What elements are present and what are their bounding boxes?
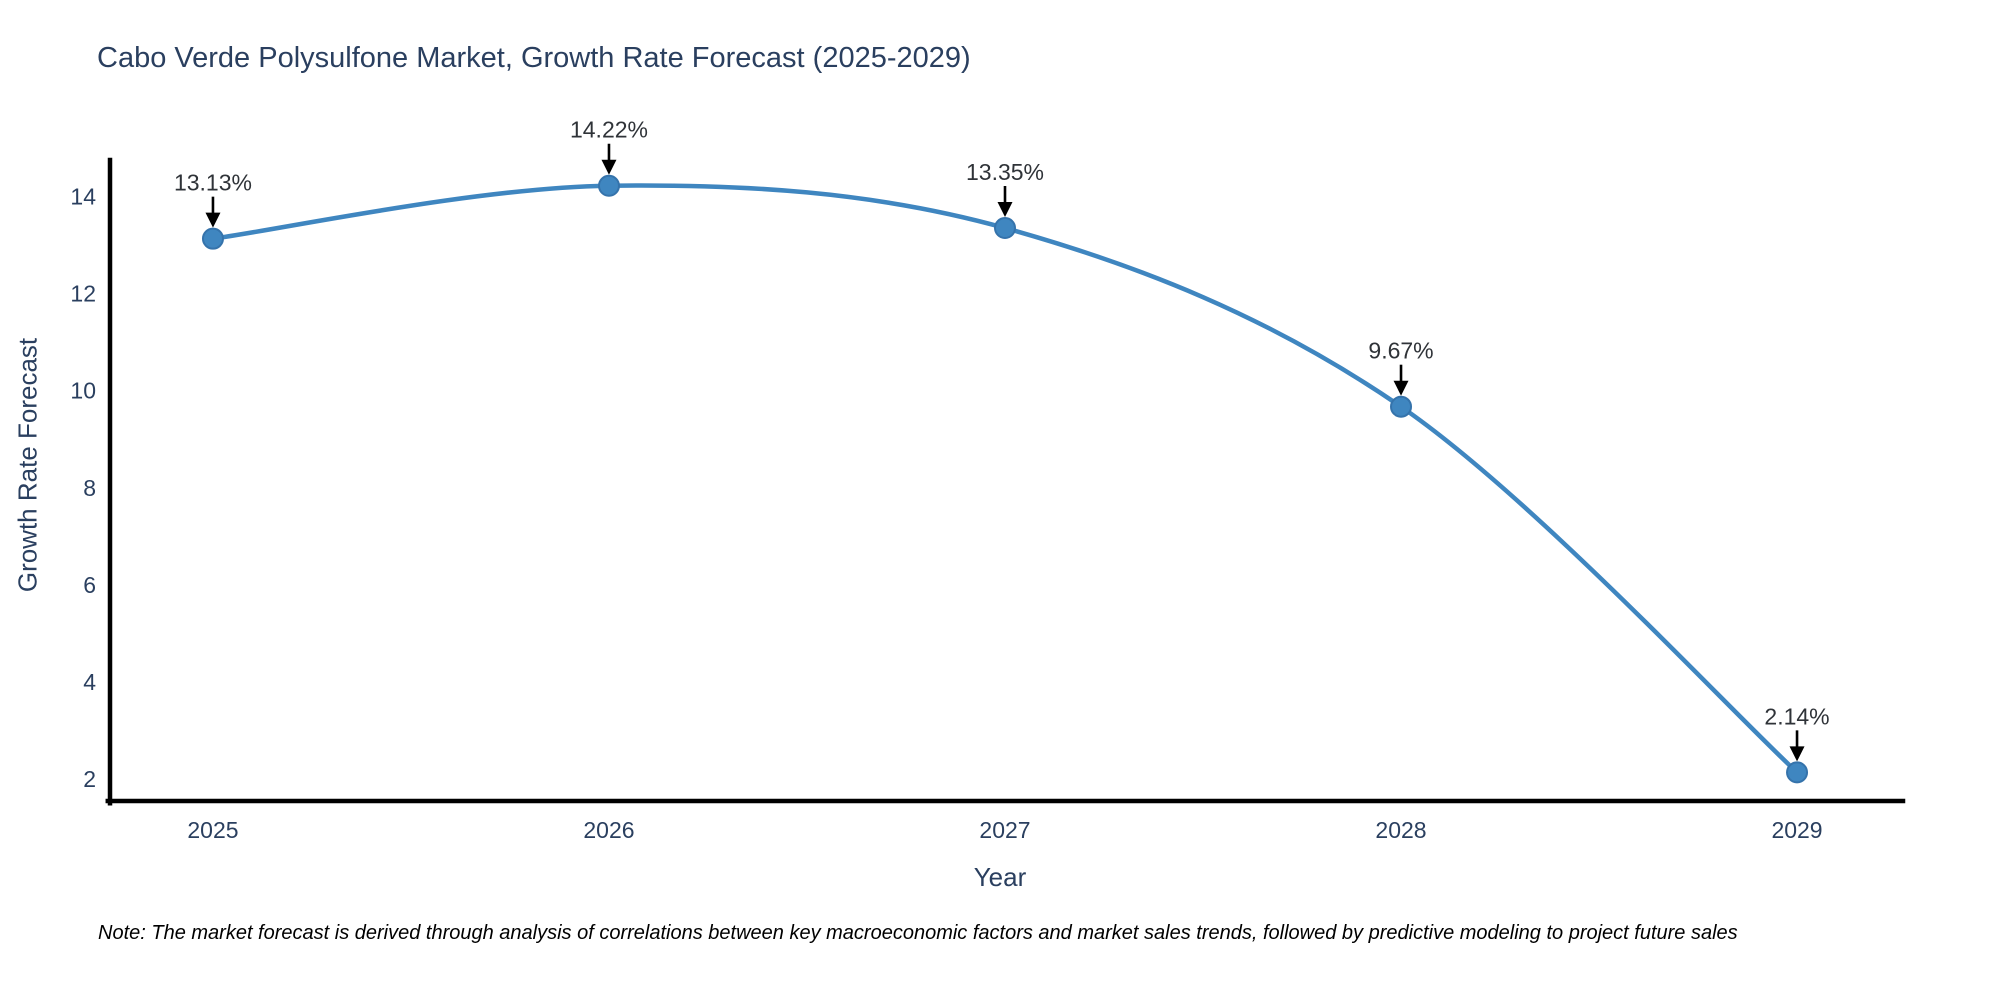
- y-tick-label: 6: [83, 572, 96, 598]
- annotation-arrowhead: [997, 201, 1013, 217]
- annotation-arrowhead: [1393, 380, 1409, 396]
- annotation-label: 13.13%: [174, 170, 252, 196]
- series-line: [210, 183, 1800, 775]
- y-tick-label: 2: [83, 766, 96, 792]
- x-axis-title: Year: [973, 862, 1027, 892]
- data-point-marker[interactable]: [201, 227, 224, 250]
- annotation-arrowhead: [601, 159, 617, 175]
- annotation-label: 9.67%: [1368, 338, 1433, 364]
- x-tick-label: 2027: [979, 817, 1030, 843]
- data-point-marker[interactable]: [1786, 761, 1809, 784]
- footnote: Note: The market forecast is derived thr…: [98, 922, 1738, 944]
- data-point-marker[interactable]: [994, 216, 1016, 239]
- y-tick-label: 4: [83, 669, 96, 695]
- data-point-marker[interactable]: [597, 174, 620, 197]
- x-tick-label: 2028: [1375, 817, 1426, 843]
- annotation-arrowhead: [205, 212, 221, 228]
- y-tick-label: 14: [70, 183, 96, 209]
- y-tick-label: 10: [70, 378, 96, 404]
- annotation-arrowhead: [1789, 746, 1805, 762]
- data-point-marker[interactable]: [1390, 395, 1413, 418]
- x-tick-label: 2029: [1771, 817, 1822, 843]
- x-tick-label: 2026: [583, 817, 634, 843]
- x-tick-label: 2025: [187, 817, 238, 843]
- y-tick-label: 8: [83, 475, 96, 501]
- annotation-label: 13.35%: [966, 159, 1044, 185]
- y-tick-label: 12: [70, 281, 96, 307]
- annotation-label: 2.14%: [1764, 703, 1829, 729]
- chart-title: Cabo Verde Polysulfone Market, Growth Ra…: [97, 42, 971, 74]
- annotation-label: 14.22%: [570, 117, 648, 143]
